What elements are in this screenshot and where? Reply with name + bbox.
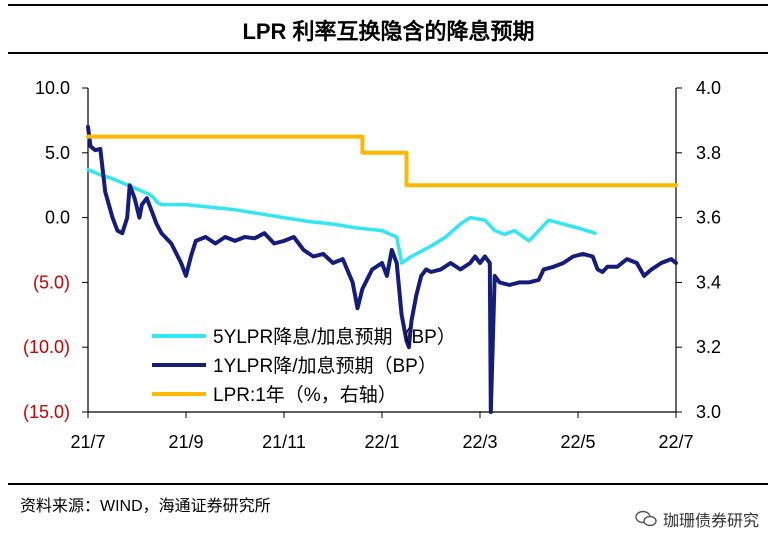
wechat-icon <box>635 510 657 527</box>
title-top-rule <box>8 4 768 6</box>
x-tick-label: 21/11 <box>262 432 306 452</box>
right-tick-label: 3.4 <box>696 272 721 292</box>
x-tick-label: 21/9 <box>168 432 203 452</box>
left-tick-label: 0.0 <box>45 208 70 228</box>
chart-title: LPR 利率互换隐含的降息预期 <box>242 19 535 44</box>
x-tick-label: 22/3 <box>462 432 497 452</box>
right-tick-label: 3.8 <box>696 143 721 163</box>
legend-5ylpr-label: 5YLPR降息/加息预期（BP） <box>213 326 456 348</box>
left-tick-label: 5.0 <box>45 143 70 163</box>
right-tick-label: 4.0 <box>696 78 721 98</box>
series-line-1ylpr <box>86 124 678 414</box>
series-line-lpr-1y <box>86 134 678 188</box>
watermark-text: 珈珊债券研究 <box>662 513 759 530</box>
left-tick-label: (10.0) <box>23 337 70 357</box>
title-bottom-rule <box>8 52 768 54</box>
right-tick-label: 3.0 <box>696 402 721 422</box>
x-tick-label: 22/1 <box>364 432 399 452</box>
left-tick-label: (15.0) <box>23 402 70 422</box>
left-tick-label: 10.0 <box>35 78 70 98</box>
left-tick-label: (5.0) <box>33 272 70 292</box>
x-tick-label: 22/5 <box>560 432 595 452</box>
legend-lpr-1y-label: LPR:1年（%，右轴） <box>213 384 397 406</box>
source-note: 资料来源：WIND，海通证券研究所 <box>20 498 271 515</box>
watermark: 珈珊债券研究 <box>635 507 759 531</box>
x-tick-label: 21/7 <box>70 432 105 452</box>
x-tick-label: 22/7 <box>658 432 693 452</box>
right-tick-label: 3.2 <box>696 337 721 357</box>
right-tick-label: 3.6 <box>696 208 721 228</box>
legend-1ylpr-label: 1YLPR降/加息预期（BP） <box>213 355 437 377</box>
chart-svg: 10.0 5.0 0.0 (5.0) (10.0) (15.0) 4.0 3.8 3.6 3.4 3… <box>23 78 721 452</box>
series-line-5ylpr <box>86 167 597 265</box>
footer-rule <box>8 483 768 485</box>
